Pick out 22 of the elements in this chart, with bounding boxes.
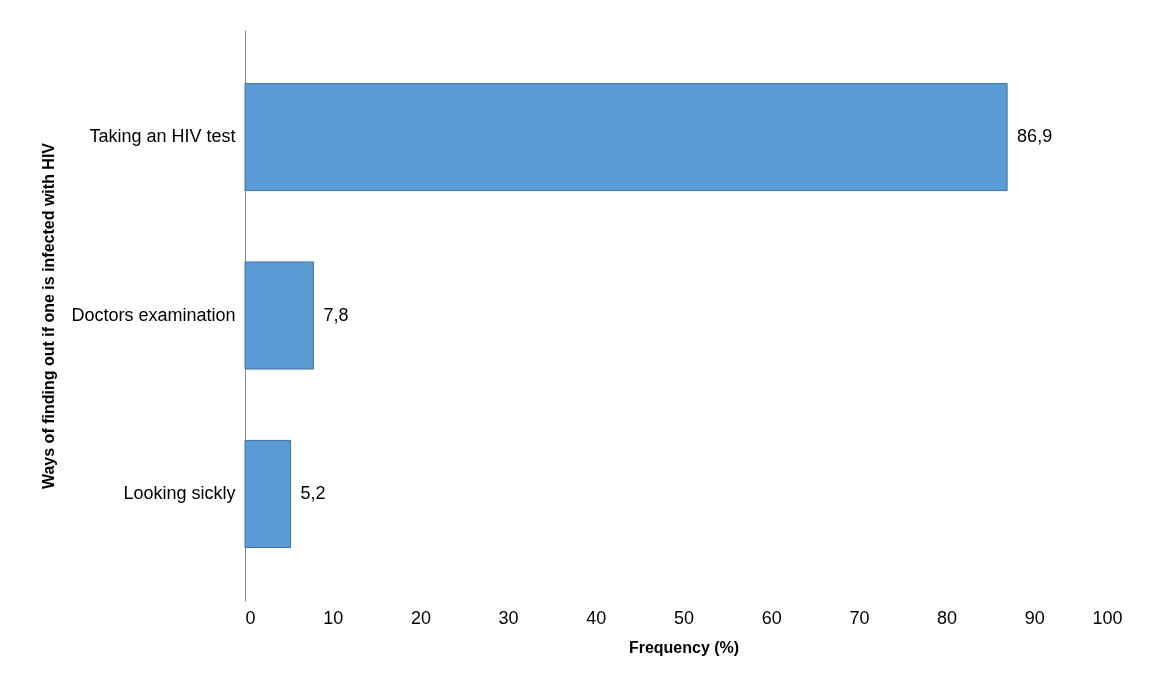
y-axis-title: Ways of finding out if one is infected with HIV [40, 142, 58, 490]
x-tick-label: 100 [1092, 607, 1123, 628]
x-tick-label: 70 [849, 607, 870, 628]
x-tick-label: 10 [323, 607, 344, 628]
bar [244, 439, 292, 548]
x-tick-label: 20 [410, 607, 431, 628]
x-tick-label: 90 [1024, 607, 1045, 628]
bar [244, 261, 314, 370]
x-tick-label: 60 [761, 607, 782, 628]
bar [244, 83, 1008, 192]
data-label: 86,9 [1017, 126, 1053, 147]
x-tick-label: 40 [586, 607, 607, 628]
y-tick-label: Doctors examination [71, 304, 236, 325]
x-tick-label: 0 [245, 607, 256, 628]
x-axis-title: Frequency (%) [628, 638, 740, 656]
y-tick-label: Looking sickly [123, 482, 236, 503]
x-tick-label: 80 [937, 607, 958, 628]
data-label: 5,2 [300, 482, 326, 503]
x-tick-label: 30 [498, 607, 519, 628]
data-label: 7,8 [323, 304, 349, 325]
x-tick-label: 50 [673, 607, 695, 628]
y-tick-label: Taking an HIV test [89, 126, 236, 147]
